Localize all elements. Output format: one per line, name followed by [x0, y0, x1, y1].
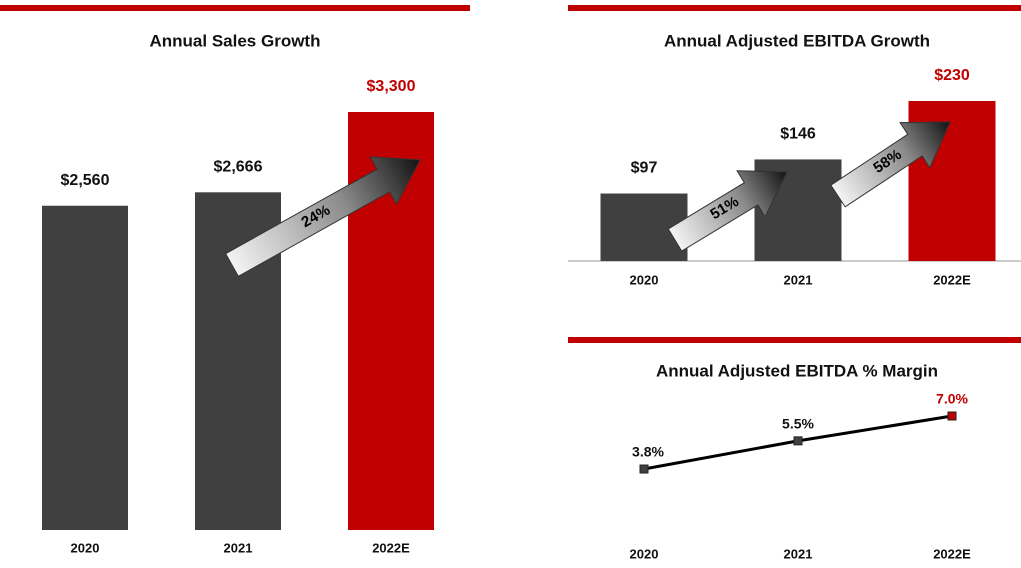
value-label: $2,666 [214, 159, 263, 176]
arrow-shape [667, 170, 788, 252]
arrow-shape [830, 121, 951, 208]
chart-title: Annual Adjusted EBITDA Growth [664, 31, 930, 50]
growth-arrow: 24% [224, 156, 421, 278]
x-tick-label: 2021 [784, 546, 813, 561]
value-label: $230 [934, 67, 970, 84]
value-label: 7.0% [936, 391, 968, 407]
x-tick-label: 2020 [71, 540, 100, 555]
section-rule [568, 337, 1021, 343]
value-label: $3,300 [367, 78, 416, 95]
x-tick-label: 2021 [784, 272, 813, 287]
value-label: $146 [780, 126, 816, 143]
x-tick-label: 2022E [933, 546, 971, 561]
x-tick-label: 2020 [630, 546, 659, 561]
x-tick-label: 2022E [372, 540, 410, 555]
x-tick-label: 2022E [933, 272, 971, 287]
point [639, 464, 649, 474]
arrow-shape [224, 156, 421, 278]
chart-title: Annual Adjusted EBITDA % Margin [656, 361, 938, 380]
point [947, 411, 957, 421]
x-tick-label: 2020 [630, 272, 659, 287]
chart-title: Annual Sales Growth [150, 31, 321, 50]
x-tick-label: 2021 [224, 540, 253, 555]
value-label: 5.5% [782, 416, 814, 432]
section-rule [0, 5, 470, 11]
bar [42, 205, 128, 530]
value-label: $97 [631, 160, 658, 177]
growth-arrow: 58% [830, 121, 951, 208]
section-rule [568, 5, 1021, 11]
value-label: 3.8% [632, 444, 664, 460]
value-label: $2,560 [61, 172, 110, 189]
point [793, 436, 803, 446]
